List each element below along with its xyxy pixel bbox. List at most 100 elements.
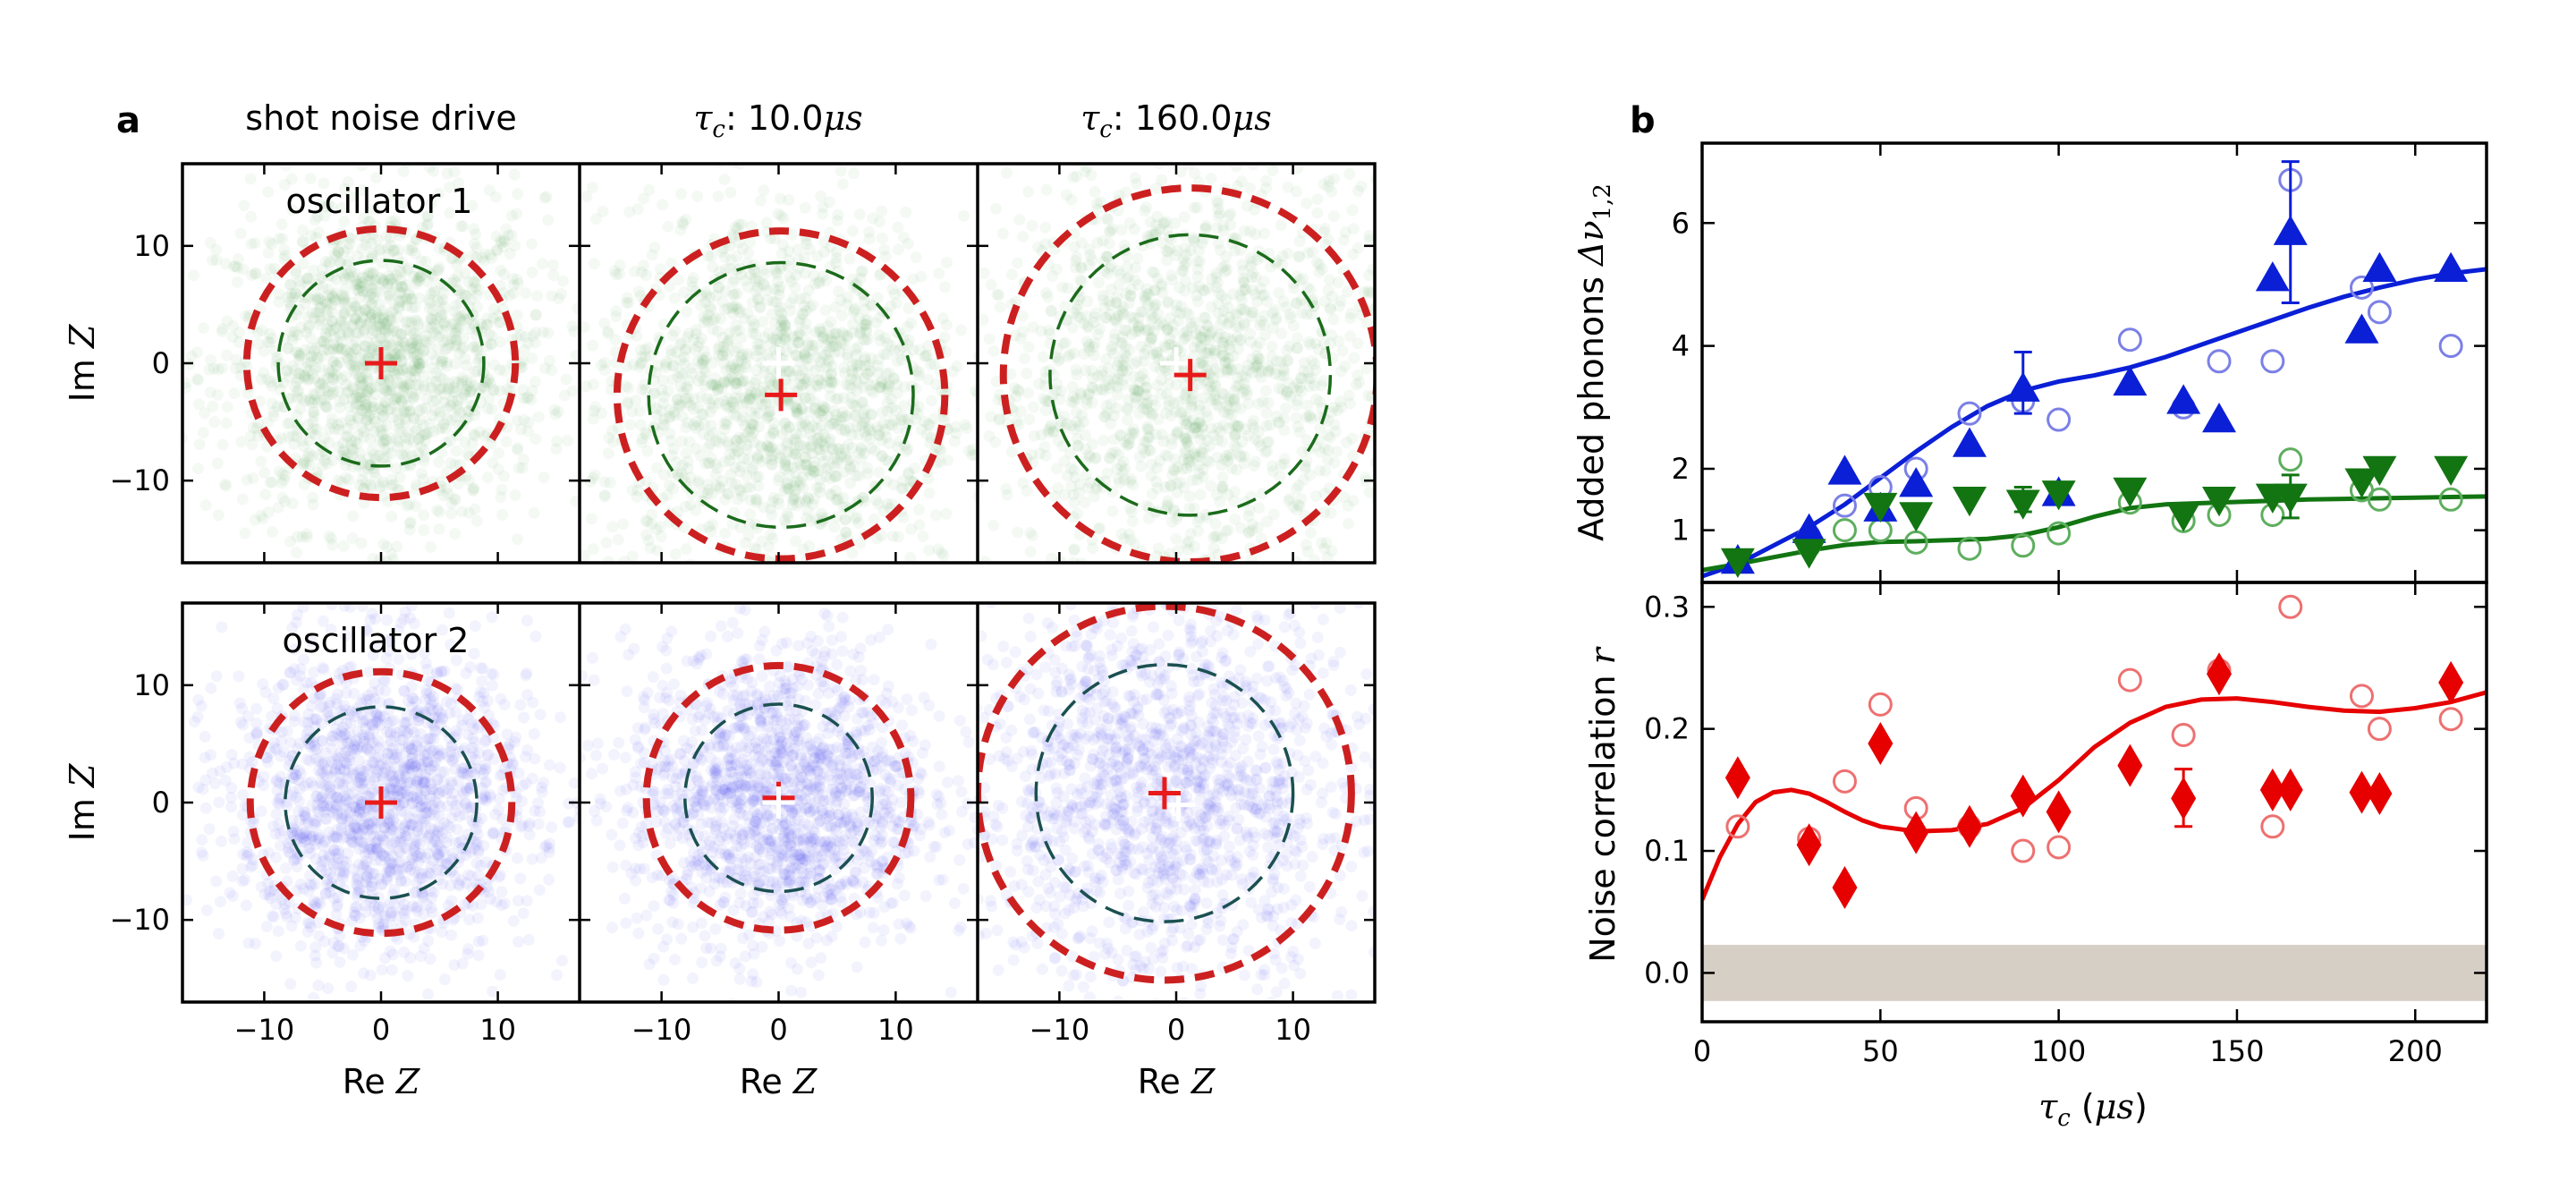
data-point (955, 324, 968, 336)
data-point (823, 196, 835, 208)
data-point (940, 256, 953, 268)
data-point (301, 528, 313, 540)
data-point (369, 453, 382, 465)
data-point (460, 412, 472, 425)
data-point (739, 420, 751, 432)
data-point (1194, 255, 1206, 268)
data-point (393, 296, 405, 309)
data-point (290, 288, 301, 301)
data-point (453, 285, 466, 297)
data-point (740, 396, 752, 409)
data-point (820, 463, 832, 475)
data-point (555, 288, 568, 300)
data-point (316, 378, 328, 390)
data-point (743, 389, 756, 402)
data-point (783, 365, 795, 378)
data-point (1035, 429, 1047, 441)
data-point (1183, 502, 1196, 514)
data-point (452, 323, 464, 336)
data-point (639, 427, 651, 439)
data-point (319, 200, 332, 213)
data-point (831, 215, 843, 227)
data-point (747, 321, 759, 334)
data-point (392, 341, 404, 353)
data-point (294, 321, 307, 334)
data-point (449, 299, 462, 311)
data-point (399, 340, 411, 353)
data-point (796, 308, 809, 320)
data-point (463, 506, 475, 519)
data-point (401, 300, 413, 312)
data-point (308, 410, 320, 422)
data-point (360, 388, 373, 401)
data-point (871, 292, 884, 304)
data-point (343, 255, 355, 268)
data-point (872, 353, 885, 366)
data-point (410, 378, 422, 391)
data-point (437, 382, 450, 395)
data-point (294, 350, 306, 362)
outer-dashed-circle (242, 225, 520, 502)
data-point (1387, 364, 1399, 376)
data-point (1018, 353, 1030, 365)
data-point (453, 177, 465, 190)
data-point (281, 364, 293, 377)
data-point (962, 226, 974, 238)
data-point (651, 360, 664, 371)
data-point (1205, 173, 1217, 185)
data-point (745, 430, 758, 443)
data-point (305, 351, 318, 363)
data-point (314, 198, 326, 210)
data-point (349, 343, 361, 355)
data-point (444, 207, 456, 219)
data-point (332, 341, 344, 353)
data-point (418, 444, 430, 456)
data-point (258, 345, 270, 358)
data-point (383, 190, 395, 202)
data-point (312, 226, 325, 239)
data-point (814, 481, 826, 494)
data-point (737, 411, 750, 423)
data-point (742, 454, 755, 465)
data-point (324, 320, 336, 332)
data-point (723, 392, 734, 404)
data-point (418, 344, 430, 357)
data-point (377, 538, 390, 550)
data-point (765, 337, 777, 350)
data-point (746, 463, 758, 476)
data-point (730, 410, 742, 422)
data-point (314, 311, 326, 324)
data-point (772, 493, 784, 506)
data-point (405, 316, 418, 328)
data-point (291, 376, 303, 388)
data-point (1097, 434, 1110, 446)
data-point (415, 467, 428, 480)
data-point (326, 315, 337, 327)
data-point (896, 474, 909, 487)
data-point (402, 378, 414, 390)
data-point (262, 247, 275, 259)
data-point (300, 458, 312, 470)
data-point (261, 416, 274, 429)
data-point (366, 278, 378, 291)
data-point (382, 372, 394, 385)
data-point (807, 498, 819, 511)
data-point (449, 458, 462, 471)
data-point (936, 547, 948, 559)
data-point (362, 275, 375, 287)
data-point (394, 471, 406, 483)
data-point (675, 354, 687, 367)
data-point (199, 407, 211, 420)
data-point (1201, 565, 1213, 577)
data-point (495, 316, 506, 328)
data-point (1266, 340, 1278, 353)
data-point (1327, 313, 1340, 326)
data-point (435, 311, 447, 323)
data-point (328, 368, 340, 380)
data-point (863, 233, 876, 245)
data-point (412, 361, 425, 373)
data-point (830, 393, 843, 405)
data-point (403, 343, 416, 355)
data-point (267, 410, 280, 422)
data-point (859, 353, 871, 366)
